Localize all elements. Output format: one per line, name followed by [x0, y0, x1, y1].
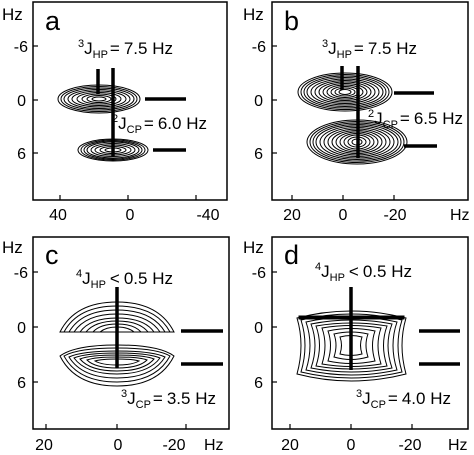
panel-d-ytick: 6 [254, 375, 263, 392]
panel-d-coupling-hp: 4JHP <0.5 Hz [315, 261, 412, 284]
panel-a-letter: a [45, 6, 61, 36]
panel-b-xtick: 20 [283, 207, 301, 224]
panel-a-ytick: -6 [14, 39, 28, 56]
panel-b-markers [340, 66, 437, 158]
panel-a: Hz a -6 0 6 40 0 -40 3JHP = 7.5 Hz 2JCP = 6.… [2, 1, 228, 224]
panel-b-contours-top [297, 72, 393, 112]
panel-d-markers [349, 287, 460, 370]
panel-d-tick-marks [272, 271, 413, 429]
panel-b-letter: b [284, 6, 299, 36]
panel-c-frame [32, 236, 230, 430]
panel-b-ytick: -6 [252, 39, 266, 56]
panel-b-coupling-hp: 3JHP = 7.5 Hz [322, 38, 417, 61]
panel-b-tick-marks [272, 45, 395, 200]
panel-c-xunit: Hz [204, 437, 224, 454]
panel-a-unit: Hz [2, 5, 23, 24]
panel-d-xtick: -20 [398, 437, 421, 454]
panel-a-xtick: -40 [196, 207, 219, 224]
panel-c-ytick: 0 [17, 320, 26, 337]
panel-c-ytick: 6 [17, 375, 26, 392]
panel-d: Hz d -6 0 6 20 0 -20 Hz 4JHP <0.5 Hz 3JCP… [243, 236, 469, 454]
panel-d-letter: d [284, 240, 299, 270]
panel-c-xtick: 0 [114, 437, 123, 454]
panel-d-frame [271, 236, 469, 430]
panel-a-tick-marks [33, 45, 197, 200]
panel-d-xunit: Hz [448, 437, 468, 454]
panel-b: Hz b -6 0 6 20 0 -20 Hz 3JHP = 7.5 Hz 2JCP… [243, 1, 470, 224]
panel-b-frame [271, 1, 469, 201]
panel-b-xtick: -20 [383, 207, 406, 224]
panel-a-xtick: 40 [49, 207, 67, 224]
panel-b-ytick: 6 [254, 146, 263, 163]
panel-c: Hz c -6 0 6 20 0 -20 Hz 4JHP <0.5 Hz 3JCP… [2, 236, 230, 454]
panel-c-xtick: -20 [162, 437, 185, 454]
panel-c-markers [115, 287, 223, 368]
panel-d-ytick: 0 [254, 320, 263, 337]
panel-a-markers [96, 68, 186, 156]
panel-d-xtick: 20 [281, 437, 299, 454]
panel-b-xunit: Hz [450, 207, 470, 224]
panel-a-coupling-hp: 3JHP = 7.5 Hz [78, 38, 173, 61]
panel-c-unit: Hz [2, 238, 23, 257]
panel-d-unit: Hz [243, 238, 264, 257]
panel-c-xtick: 20 [35, 437, 53, 454]
panel-b-ytick: 0 [254, 93, 263, 110]
panel-a-ytick: 6 [17, 146, 26, 163]
panel-c-tick-marks [33, 271, 187, 429]
panel-a-xtick: 0 [126, 207, 135, 224]
panel-d-xtick: 0 [347, 437, 356, 454]
panel-c-letter: c [45, 240, 59, 270]
panel-d-ytick: -6 [252, 265, 266, 282]
panel-a-coupling-cp: 2JCP = 6.0 Hz [112, 113, 207, 136]
panel-b-xtick: 0 [339, 207, 348, 224]
panel-b-unit: Hz [243, 5, 264, 24]
panel-a-frame [32, 1, 228, 201]
panel-c-ytick: -6 [14, 265, 28, 282]
panel-a-ytick: 0 [17, 93, 26, 110]
panel-c-coupling-cp: 3JCP = 3.5 Hz [121, 388, 216, 411]
panel-d-coupling-cp: 3JCP = 4.0 Hz [356, 388, 451, 411]
panel-c-coupling-hp: 4JHP <0.5 Hz [76, 268, 173, 291]
panel-b-coupling-cp: 2JCP = 6.5 Hz [368, 108, 463, 131]
panel-c-contours-bottom [59, 344, 175, 387]
